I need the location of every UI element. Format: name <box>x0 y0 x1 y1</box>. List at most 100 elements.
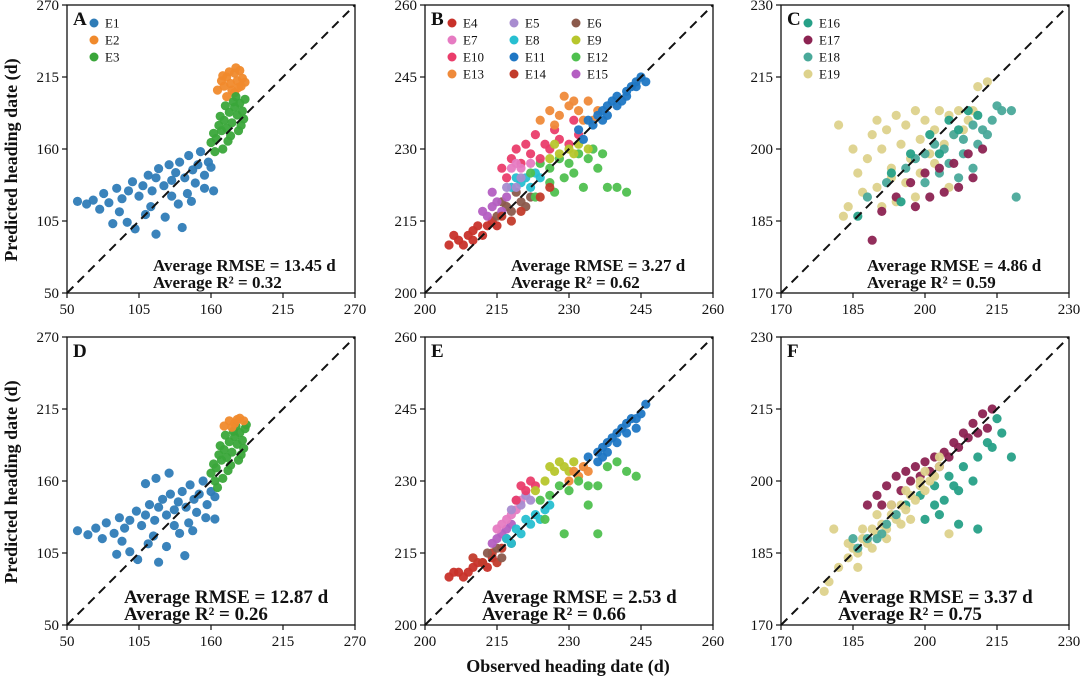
data-point <box>131 506 141 516</box>
data-point <box>569 457 579 467</box>
legend-marker-e10 <box>447 52 457 62</box>
data-point <box>122 217 132 227</box>
data-point <box>545 106 555 116</box>
data-point <box>184 518 194 528</box>
panel-e: 200 215 230 245 260 200 215 230 245 260 E Average R… <box>395 330 725 650</box>
y-ticks-d: 50 105 160 215 270 <box>37 330 67 634</box>
data-point <box>159 181 169 191</box>
legend-marker-e6 <box>571 18 581 28</box>
data-point <box>112 549 122 559</box>
data-point <box>920 178 930 188</box>
r2-label-b: Average R² = 0.62 <box>511 273 640 292</box>
data-point <box>958 134 969 144</box>
data-point <box>199 183 210 193</box>
y-tick-label: 105 <box>37 214 60 230</box>
data-point <box>583 481 593 491</box>
data-point <box>117 194 127 204</box>
data-point <box>982 423 993 433</box>
data-point <box>535 115 545 125</box>
y-tick-label: 105 <box>37 546 60 562</box>
data-point <box>944 115 954 125</box>
data-point <box>882 519 892 529</box>
data-point <box>641 77 651 87</box>
data-point <box>449 230 459 240</box>
data-point <box>578 134 589 144</box>
data-point <box>227 422 237 432</box>
data-point <box>901 505 911 515</box>
data-point <box>209 186 219 196</box>
data-point <box>853 168 863 178</box>
y-tick-label: 215 <box>751 70 774 86</box>
data-point <box>147 186 157 196</box>
data-point <box>583 500 593 510</box>
data-point <box>167 191 177 201</box>
legend-label-e10: E10 <box>463 50 484 65</box>
data-point <box>867 543 877 553</box>
data-point <box>530 130 541 140</box>
data-point <box>934 452 945 462</box>
data-point <box>165 489 175 499</box>
data-point <box>968 163 978 173</box>
data-point <box>612 182 622 192</box>
legend-marker-e5 <box>509 18 519 28</box>
rmse-label-b: Average RMSE = 3.27 d <box>511 256 686 275</box>
series-e4 <box>444 216 502 250</box>
legend-marker-e4 <box>447 18 457 28</box>
data-point <box>506 216 516 226</box>
x-tick-label: 230 <box>558 302 581 318</box>
data-point <box>877 529 887 539</box>
legend-marker-e3 <box>89 52 99 62</box>
data-point <box>218 144 228 154</box>
data-point <box>954 106 964 116</box>
data-point <box>201 513 211 523</box>
x-tick-label: 215 <box>486 302 509 318</box>
data-point <box>569 466 579 476</box>
x-tick-label: 270 <box>344 634 367 650</box>
data-point <box>992 414 1002 424</box>
panel-label-e: E <box>431 341 444 362</box>
data-point <box>920 457 930 467</box>
data-point <box>920 168 930 178</box>
data-point <box>987 404 997 414</box>
x-tick-label: 215 <box>272 302 295 318</box>
data-point <box>215 441 225 451</box>
data-point <box>468 235 478 245</box>
data-point <box>502 182 512 192</box>
data-point <box>237 435 247 445</box>
data-point <box>516 173 526 183</box>
data-point <box>944 471 954 481</box>
data-point <box>151 473 161 483</box>
x-ticks-e: 200 215 230 245 260 <box>414 625 724 650</box>
y-tick-label: 200 <box>395 618 418 634</box>
data-point <box>138 181 148 191</box>
legend-marker-e7 <box>447 35 457 45</box>
data-point <box>622 187 632 197</box>
data-point <box>583 154 593 164</box>
data-point <box>612 101 622 111</box>
y-tick-label: 270 <box>37 330 60 346</box>
legend-label-e9: E9 <box>587 33 601 48</box>
data-point <box>211 463 221 473</box>
legend-marker-e19 <box>803 69 813 79</box>
data-point <box>220 101 230 111</box>
data-point <box>202 500 212 510</box>
data-point <box>896 197 906 207</box>
legend-label-e11: E11 <box>525 50 545 65</box>
data-point <box>516 481 526 491</box>
data-point <box>559 91 569 101</box>
x-ticks-a: 50 105 160 215 270 <box>60 293 366 318</box>
identity-line-f <box>780 336 1070 626</box>
data-point <box>506 538 516 549</box>
series-e5 <box>502 173 526 192</box>
data-point <box>101 518 111 528</box>
points-d <box>72 413 251 567</box>
data-point <box>198 476 208 486</box>
data-point <box>169 520 179 531</box>
data-point <box>134 191 144 201</box>
x-tick-label: 50 <box>60 634 75 650</box>
data-point <box>526 168 536 178</box>
data-point <box>224 67 234 77</box>
data-point <box>882 125 892 135</box>
